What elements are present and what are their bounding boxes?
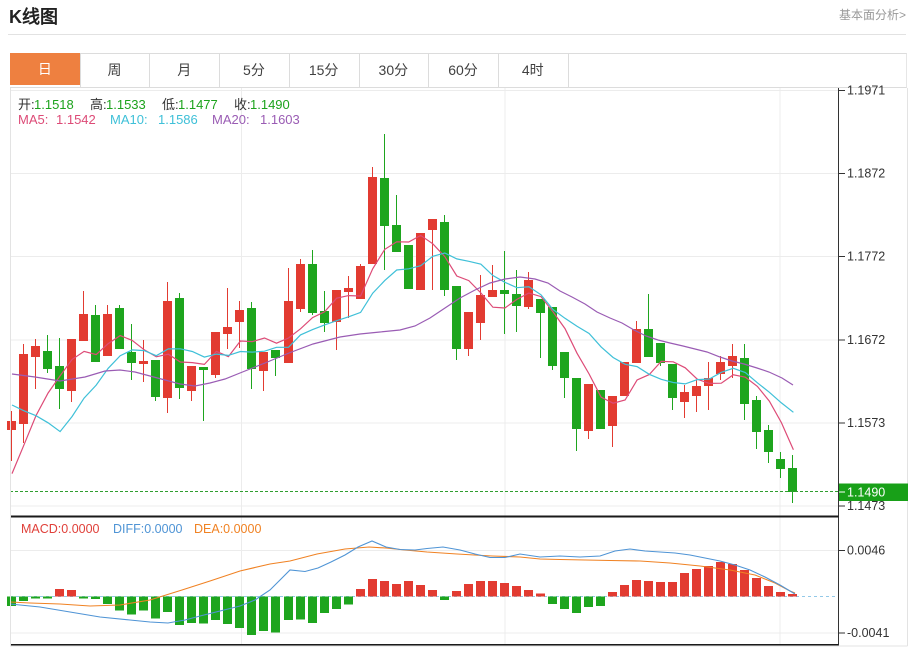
svg-text:-0.0041: -0.0041 — [847, 626, 889, 640]
svg-text:MA5:: MA5: — [18, 112, 48, 127]
svg-text:0.0046: 0.0046 — [847, 544, 885, 558]
svg-text:1.1490: 1.1490 — [250, 97, 290, 112]
svg-text:MACD:0.0000: MACD:0.0000 — [21, 522, 100, 536]
svg-text:1.1518: 1.1518 — [34, 97, 74, 112]
svg-text:1.1603: 1.1603 — [260, 112, 300, 127]
svg-text:1.1872: 1.1872 — [847, 167, 885, 181]
svg-text:DIFF:0.0000: DIFF:0.0000 — [113, 522, 183, 536]
svg-text:1.1542: 1.1542 — [56, 112, 96, 127]
svg-text:高:: 高: — [90, 97, 107, 112]
svg-text:1.1533: 1.1533 — [106, 97, 146, 112]
svg-text:MA20:: MA20: — [212, 112, 250, 127]
svg-text:MA10:: MA10: — [110, 112, 148, 127]
svg-text:1.1573: 1.1573 — [847, 416, 885, 430]
svg-text:DEA:0.0000: DEA:0.0000 — [194, 522, 261, 536]
svg-text:收:: 收: — [234, 97, 251, 112]
svg-text:1.1971: 1.1971 — [847, 84, 885, 98]
svg-text:低:: 低: — [162, 97, 179, 112]
svg-text:1.1672: 1.1672 — [847, 333, 885, 347]
svg-text:1.1586: 1.1586 — [158, 112, 198, 127]
svg-text:开:: 开: — [18, 97, 35, 112]
svg-text:1.1473: 1.1473 — [847, 499, 885, 513]
svg-text:1.1477: 1.1477 — [178, 97, 218, 112]
svg-text:1.1490: 1.1490 — [847, 486, 885, 500]
svg-text:1.1772: 1.1772 — [847, 250, 885, 264]
